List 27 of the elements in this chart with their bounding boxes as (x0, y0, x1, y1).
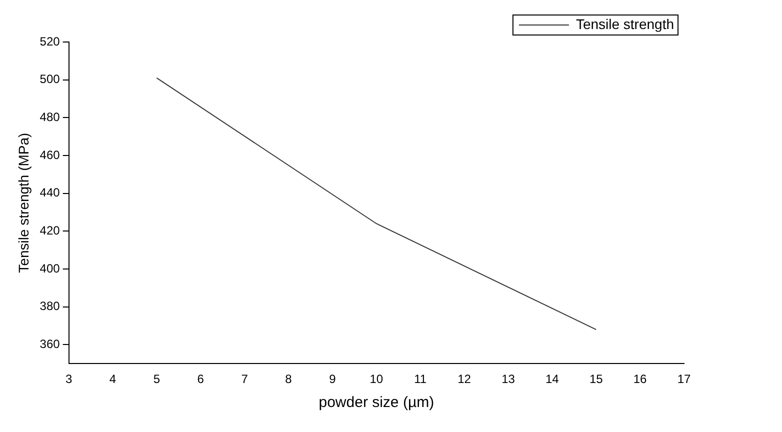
x-tick-label: 15 (589, 372, 604, 386)
y-tick-label: 520 (40, 34, 60, 48)
y-axis-title: Tensile strength (MPa) (15, 132, 32, 273)
x-tick-label: 5 (153, 372, 160, 386)
x-axis-title: powder size (µm) (318, 394, 434, 412)
y-tick-label: 360 (40, 336, 60, 351)
x-tick-label: 7 (241, 372, 248, 386)
x-tick-label: 10 (370, 372, 384, 386)
x-tick-label: 8 (285, 372, 292, 386)
x-tick-label: 12 (458, 372, 472, 386)
y-tick-label: 500 (40, 72, 60, 86)
x-tick-label: 11 (414, 372, 427, 386)
x-tick-label: 4 (109, 372, 116, 386)
x-tick-label: 14 (545, 372, 560, 386)
y-tick-label: 380 (40, 299, 60, 314)
y-tick-label: 400 (40, 261, 60, 276)
y-tick-label: 480 (40, 110, 60, 124)
x-tick-label: 17 (677, 372, 691, 386)
y-tick-label: 460 (40, 148, 60, 162)
x-tick-label: 13 (502, 372, 516, 386)
x-tick-label: 6 (197, 372, 204, 386)
x-tick-label: 3 (65, 372, 72, 386)
x-tick-label: 16 (633, 372, 648, 386)
x-tick-label: 9 (329, 372, 336, 386)
y-tick-label: 420 (40, 223, 60, 238)
y-tick-label: 440 (40, 186, 60, 200)
legend-label: Tensile strength (576, 16, 674, 32)
